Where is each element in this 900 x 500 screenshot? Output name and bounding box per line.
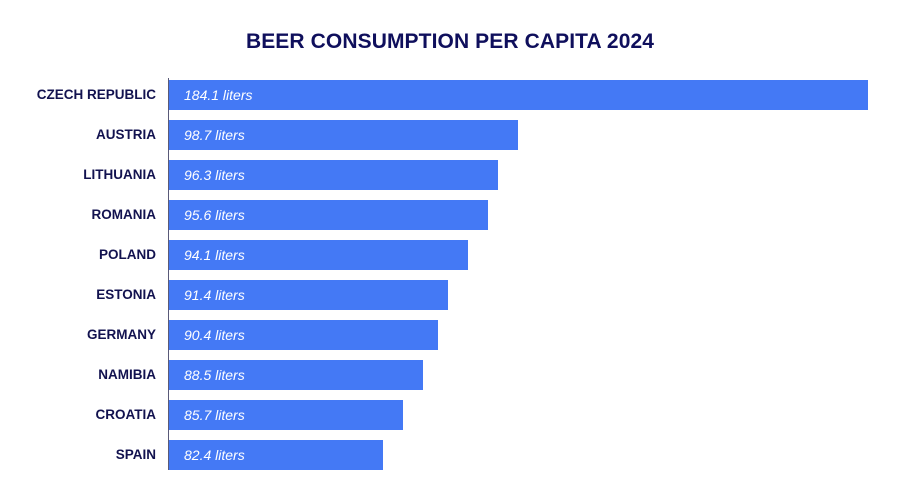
country-label: LITHUANIA bbox=[83, 167, 156, 182]
country-label: AUSTRIA bbox=[96, 127, 156, 142]
country-label: CROATIA bbox=[95, 407, 157, 422]
value-label: 95.6 liters bbox=[184, 207, 245, 223]
bar: 184.1 liters bbox=[169, 80, 868, 110]
country-label: ESTONIA bbox=[96, 287, 156, 302]
bar: 91.4 liters bbox=[169, 280, 448, 310]
country-label: CZECH REPUBLIC bbox=[36, 87, 156, 102]
country-label: GERMANY bbox=[86, 327, 156, 342]
bar: 85.7 liters bbox=[169, 400, 403, 430]
country-label: SPAIN bbox=[115, 447, 156, 462]
country-label: NAMIBIA bbox=[98, 367, 156, 382]
bar: 98.7 liters bbox=[169, 120, 518, 150]
bar: 88.5 liters bbox=[169, 360, 423, 390]
value-label: 90.4 liters bbox=[184, 327, 245, 343]
value-label: 85.7 liters bbox=[184, 407, 245, 423]
value-label: 82.4 liters bbox=[184, 447, 245, 463]
bar: 94.1 liters bbox=[169, 240, 468, 270]
value-label: 184.1 liters bbox=[184, 87, 253, 103]
country-label: ROMANIA bbox=[91, 207, 157, 222]
value-label: 91.4 liters bbox=[184, 287, 245, 303]
value-label: 96.3 liters bbox=[184, 167, 245, 183]
value-label: 88.5 liters bbox=[184, 367, 245, 383]
bar: 95.6 liters bbox=[169, 200, 488, 230]
value-label: 94.1 liters bbox=[184, 247, 245, 263]
value-label: 98.7 liters bbox=[184, 127, 245, 143]
chart-title: BEER CONSUMPTION PER CAPITA 2024 bbox=[245, 30, 655, 53]
bar: 90.4 liters bbox=[169, 320, 438, 350]
bar: 96.3 liters bbox=[169, 160, 498, 190]
country-label: POLAND bbox=[99, 247, 156, 262]
y-axis-line bbox=[168, 78, 169, 470]
bar: 82.4 liters bbox=[169, 440, 383, 470]
